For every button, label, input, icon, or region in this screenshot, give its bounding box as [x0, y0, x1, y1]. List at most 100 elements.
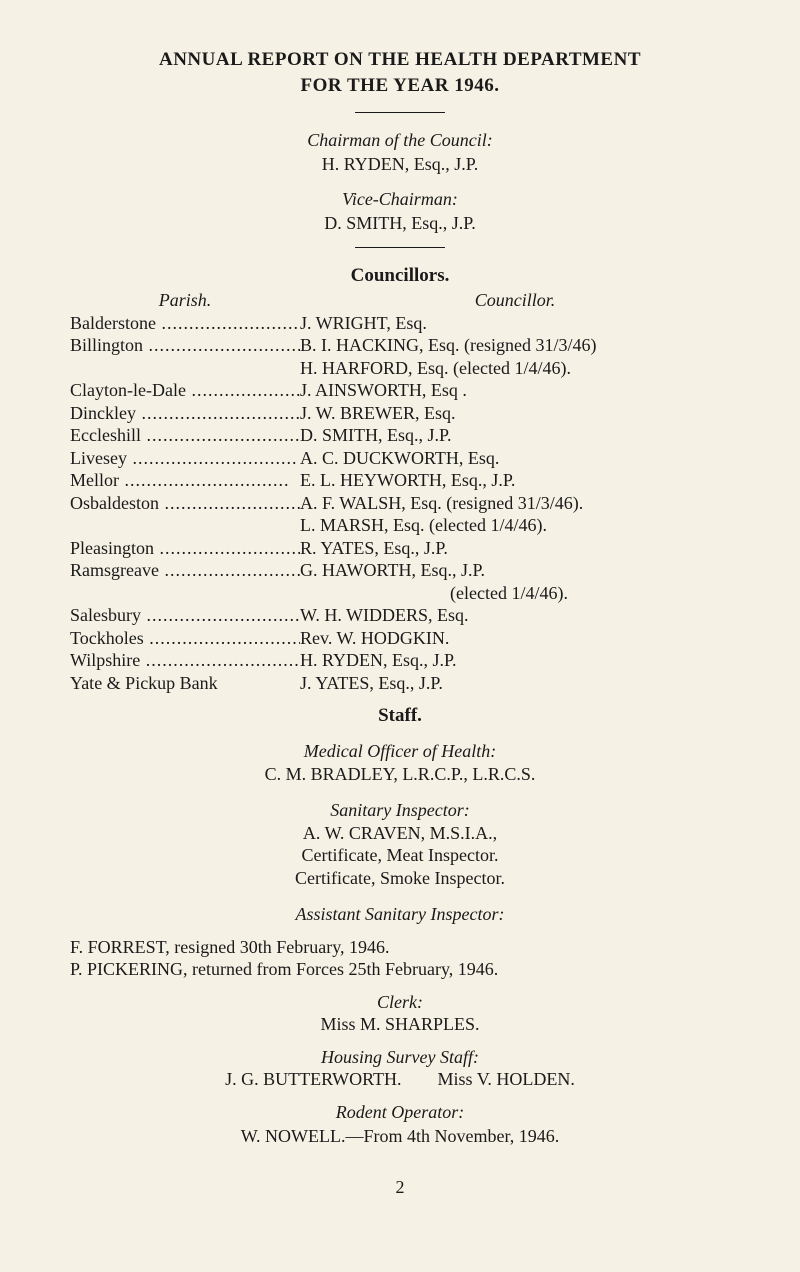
title-line-1: ANNUAL REPORT ON THE HEALTH DEPARTMENT	[70, 48, 730, 72]
sanitary-cert-1: Certificate, Meat Inspector.	[70, 844, 730, 867]
table-row: WilpshireH. RYDEN, Esq., J.P.	[70, 649, 730, 672]
parish-cell: Dinckley	[70, 402, 300, 425]
councillor-cell: A. F. WALSH, Esq. (resigned 31/3/46).	[300, 492, 730, 515]
parish-cell: Clayton-le-Dale	[70, 379, 300, 402]
moh-label: Medical Officer of Health:	[70, 740, 730, 763]
parish-cell: Yate & Pickup Bank	[70, 672, 300, 695]
parish-cell	[70, 514, 300, 537]
assistant-line-1: F. FORREST, resigned 30th February, 1946…	[70, 936, 730, 959]
councillor-cell: A. C. DUCKWORTH, Esq.	[300, 447, 730, 470]
parish-cell: Pleasington	[70, 537, 300, 560]
councillor-cell: E. L. HEYWORTH, Esq., J.P.	[300, 469, 730, 492]
table-row: Mellor E. L. HEYWORTH, Esq., J.P.	[70, 469, 730, 492]
vice-chairman-name: D. SMITH, Esq., J.P.	[70, 212, 730, 235]
councillor-cell: (elected 1/4/46).	[300, 582, 730, 605]
page-number: 2	[70, 1176, 730, 1199]
clerk-name: Miss M. SHARPLES.	[70, 1013, 730, 1036]
vice-chairman-label: Vice-Chairman:	[70, 188, 730, 211]
table-row: BillingtonB. I. HACKING, Esq. (resigned …	[70, 334, 730, 357]
parish-cell	[70, 582, 300, 605]
councillor-column-head: Councillor.	[300, 289, 730, 312]
parish-name: Osbaldeston	[70, 492, 300, 515]
rodent-label: Rodent Operator:	[70, 1101, 730, 1124]
title-line-2: FOR THE YEAR 1946.	[70, 74, 730, 98]
table-row: H. HARFORD, Esq. (elected 1/4/46).	[70, 357, 730, 380]
parish-cell: Livesey	[70, 447, 300, 470]
councillors-heading: Councillors.	[70, 264, 730, 288]
councillor-cell: L. MARSH, Esq. (elected 1/4/46).	[300, 514, 730, 537]
councillor-cell: J. WRIGHT, Esq.	[300, 312, 730, 335]
divider-2	[355, 247, 445, 248]
table-row: EccleshillD. SMITH, Esq., J.P.	[70, 424, 730, 447]
parish-cell: Billington	[70, 334, 300, 357]
sanitary-inspector-name: A. W. CRAVEN, M.S.I.A.,	[70, 822, 730, 845]
parish-name: Mellor	[70, 469, 290, 492]
sanitary-cert-2: Certificate, Smoke Inspector.	[70, 867, 730, 890]
parish-cell	[70, 357, 300, 380]
councillor-cell: J. AINSWORTH, Esq .	[300, 379, 730, 402]
assistant-inspector-label: Assistant Sanitary Inspector:	[70, 903, 730, 926]
councillor-cell: G. HAWORTH, Esq., J.P.	[300, 559, 730, 582]
parish-cell: Salesbury	[70, 604, 300, 627]
parish-name: Pleasington	[70, 537, 300, 560]
chairman-name: H. RYDEN, Esq., J.P.	[70, 153, 730, 176]
parish-name: Balderstone	[70, 312, 300, 335]
parish-cell: Balderstone	[70, 312, 300, 335]
parish-cell: Wilpshire	[70, 649, 300, 672]
parish-name: Dinckley	[70, 402, 300, 425]
parish-name: Clayton-le-Dale	[70, 379, 300, 402]
parish-name: Yate & Pickup Bank	[70, 672, 218, 695]
councillors-header-row: Parish. Councillor.	[70, 289, 730, 312]
parish-column-head: Parish.	[70, 289, 300, 312]
parish-cell: Osbaldeston	[70, 492, 300, 515]
table-row: OsbaldestonA. F. WALSH, Esq. (resigned 3…	[70, 492, 730, 515]
councillor-cell: J. YATES, Esq., J.P.	[300, 672, 730, 695]
table-row: L. MARSH, Esq. (elected 1/4/46).	[70, 514, 730, 537]
councillor-cell: H. HARFORD, Esq. (elected 1/4/46).	[300, 357, 730, 380]
assistant-line-2: P. PICKERING, returned from Forces 25th …	[70, 958, 730, 981]
rodent-name: W. NOWELL.—From 4th November, 1946.	[70, 1125, 730, 1148]
parish-name: Wilpshire	[70, 649, 300, 672]
parish-name: Livesey	[70, 447, 297, 470]
parish-cell: Eccleshill	[70, 424, 300, 447]
councillor-cell: Rev. W. HODGKIN.	[300, 627, 730, 650]
parish-cell: Tockholes	[70, 627, 300, 650]
councillor-cell: D. SMITH, Esq., J.P.	[300, 424, 730, 447]
parish-name: Billington	[70, 334, 300, 357]
sanitary-inspector-label: Sanitary Inspector:	[70, 799, 730, 822]
councillor-cell: J. W. BREWER, Esq.	[300, 402, 730, 425]
vice-chairman-block: Vice-Chairman: D. SMITH, Esq., J.P.	[70, 188, 730, 235]
table-row: DinckleyJ. W. BREWER, Esq.	[70, 402, 730, 425]
chairman-block: Chairman of the Council: H. RYDEN, Esq.,…	[70, 129, 730, 176]
report-title: ANNUAL REPORT ON THE HEALTH DEPARTMENT F…	[70, 48, 730, 98]
chairman-label: Chairman of the Council:	[70, 129, 730, 152]
parish-cell: Ramsgreave	[70, 559, 300, 582]
parish-name: Ramsgreave	[70, 559, 300, 582]
table-row: PleasingtonR. YATES, Esq., J.P.	[70, 537, 730, 560]
survey-right: Miss V. HOLDEN.	[438, 1068, 575, 1091]
table-row: TockholesRev. W. HODGKIN.	[70, 627, 730, 650]
councillor-cell: W. H. WIDDERS, Esq.	[300, 604, 730, 627]
councillors-list: BalderstoneJ. WRIGHT, Esq.BillingtonB. I…	[70, 312, 730, 695]
councillor-cell: R. YATES, Esq., J.P.	[300, 537, 730, 560]
table-row: SalesburyW. H. WIDDERS, Esq.	[70, 604, 730, 627]
parish-name: Tockholes	[70, 627, 300, 650]
clerk-label: Clerk:	[70, 991, 730, 1014]
councillor-cell: H. RYDEN, Esq., J.P.	[300, 649, 730, 672]
parish-name: Salesbury	[70, 604, 300, 627]
moh-name: C. M. BRADLEY, L.R.C.P., L.R.C.S.	[70, 763, 730, 786]
assistant-inspector-block: F. FORREST, resigned 30th February, 1946…	[70, 936, 730, 981]
housing-survey-label: Housing Survey Staff:	[70, 1046, 730, 1069]
divider-1	[355, 112, 445, 113]
table-row: LiveseyA. C. DUCKWORTH, Esq.	[70, 447, 730, 470]
survey-left: J. G. BUTTERWORTH.	[225, 1068, 401, 1091]
table-row: (elected 1/4/46).	[70, 582, 730, 605]
staff-heading: Staff.	[70, 704, 730, 728]
table-row: Yate & Pickup Bank J. YATES, Esq., J.P.	[70, 672, 730, 695]
table-row: RamsgreaveG. HAWORTH, Esq., J.P.	[70, 559, 730, 582]
table-row: Clayton-le-DaleJ. AINSWORTH, Esq .	[70, 379, 730, 402]
parish-cell: Mellor	[70, 469, 300, 492]
parish-name: Eccleshill	[70, 424, 300, 447]
housing-survey-row: J. G. BUTTERWORTH. Miss V. HOLDEN.	[70, 1068, 730, 1091]
table-row: BalderstoneJ. WRIGHT, Esq.	[70, 312, 730, 335]
